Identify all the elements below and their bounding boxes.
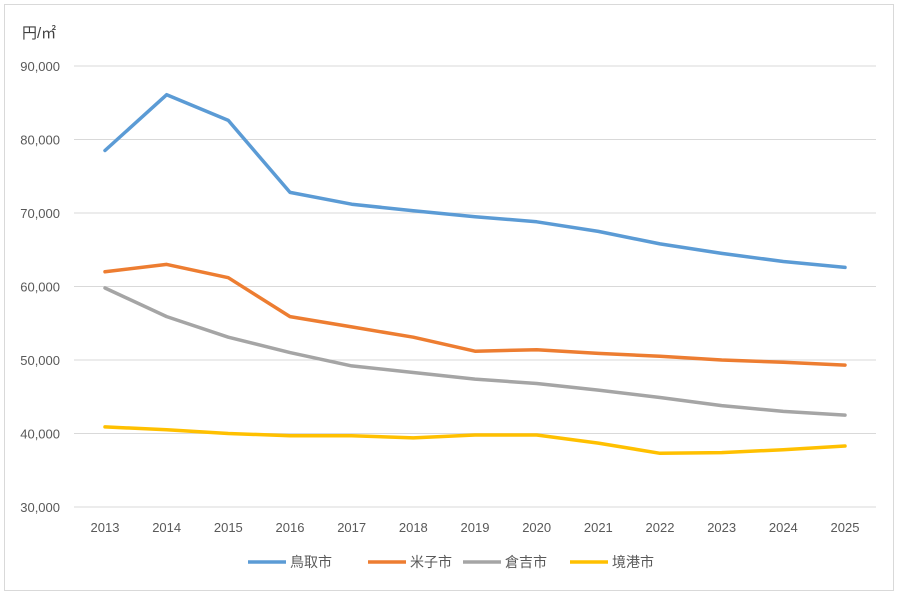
y-unit-label: 円/㎡ bbox=[22, 25, 56, 42]
y-tick-label: 60,000 bbox=[20, 280, 60, 295]
x-tick-label: 2016 bbox=[276, 520, 305, 535]
x-tick-label: 2022 bbox=[646, 520, 675, 535]
chart-frame bbox=[4, 4, 894, 591]
x-tick-label: 2018 bbox=[399, 520, 428, 535]
x-tick-label: 2017 bbox=[337, 520, 366, 535]
series-line bbox=[103, 425, 847, 456]
x-tick-label: 2020 bbox=[522, 520, 551, 535]
series-line bbox=[103, 262, 847, 367]
x-tick-label: 2025 bbox=[831, 520, 860, 535]
y-tick-label: 30,000 bbox=[20, 500, 60, 515]
x-tick-label: 2021 bbox=[584, 520, 613, 535]
y-tick-label: 40,000 bbox=[20, 427, 60, 442]
series-line bbox=[103, 286, 847, 417]
x-tick-label: 2013 bbox=[91, 520, 120, 535]
y-tick-label: 50,000 bbox=[20, 353, 60, 368]
x-tick-label: 2014 bbox=[152, 520, 181, 535]
legend-label: 倉吉市 bbox=[505, 554, 547, 570]
legend-label: 境港市 bbox=[612, 554, 654, 570]
legend-label: 鳥取市 bbox=[290, 554, 332, 570]
y-tick-label: 70,000 bbox=[20, 206, 60, 221]
y-tick-label: 90,000 bbox=[20, 59, 60, 74]
legend-label: 米子市 bbox=[410, 554, 452, 570]
x-tick-label: 2023 bbox=[707, 520, 736, 535]
x-tick-label: 2015 bbox=[214, 520, 243, 535]
series-line bbox=[103, 92, 847, 270]
y-tick-label: 80,000 bbox=[20, 133, 60, 148]
x-tick-label: 2024 bbox=[769, 520, 798, 535]
x-tick-label: 2019 bbox=[461, 520, 490, 535]
